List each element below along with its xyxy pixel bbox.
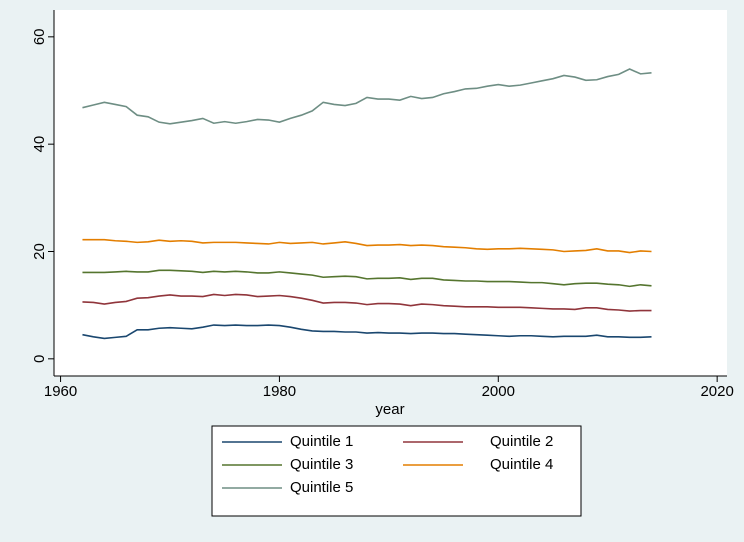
y-tick-label: 60 xyxy=(31,28,48,45)
legend-label: Quintile 3 xyxy=(290,456,353,473)
x-tick-label: 2000 xyxy=(482,383,515,400)
plot-area xyxy=(54,10,727,376)
y-tick-label: 0 xyxy=(31,355,48,363)
y-tick-label: 40 xyxy=(31,136,48,153)
series-line xyxy=(82,238,652,254)
x-tick-label: 2020 xyxy=(700,383,733,400)
series-line xyxy=(82,68,652,125)
legend xyxy=(211,425,582,517)
series-line xyxy=(82,269,652,288)
legend-label: Quintile 2 xyxy=(490,433,553,450)
y-tick-label: 20 xyxy=(31,243,48,260)
series-line xyxy=(82,324,652,340)
legend-label: Quintile 5 xyxy=(290,479,353,496)
x-tick-label: 1980 xyxy=(263,383,296,400)
legend-label: Quintile 1 xyxy=(290,433,353,450)
series-line xyxy=(82,293,652,312)
legend-label: Quintile 4 xyxy=(490,456,553,473)
x-tick-label: 1960 xyxy=(44,383,77,400)
x-axis-title: year xyxy=(375,401,404,418)
